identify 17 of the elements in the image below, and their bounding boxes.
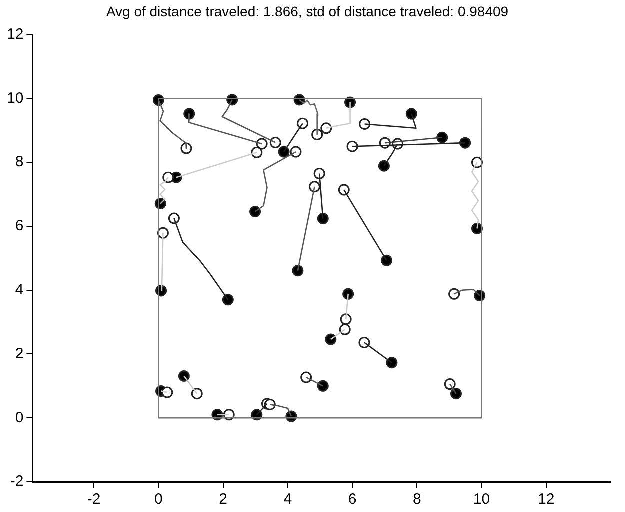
y-tick-label: 0 — [15, 409, 24, 426]
chart-title: Avg of distance traveled: 1.866, std of distance traveled: 0.98409 — [106, 3, 509, 20]
y-tick-label: 2 — [15, 345, 24, 362]
y-tick-label: 8 — [15, 154, 24, 171]
y-tick-label: 10 — [6, 90, 24, 107]
x-tick-label: 10 — [473, 491, 490, 508]
y-tick-label: 4 — [15, 281, 24, 298]
x-tick-label: 8 — [412, 491, 422, 508]
y-tick-label: 12 — [6, 26, 24, 43]
x-tick-label: 2 — [219, 491, 228, 508]
x-tick-label: 4 — [284, 491, 292, 508]
x-tick-label: 6 — [348, 491, 357, 508]
x-tick-label: 12 — [538, 491, 555, 508]
x-tick-label: 0 — [154, 491, 163, 508]
x-tick-label: -2 — [87, 491, 101, 508]
y-tick-label: 6 — [15, 218, 24, 235]
y-tick-label: -2 — [10, 473, 24, 490]
